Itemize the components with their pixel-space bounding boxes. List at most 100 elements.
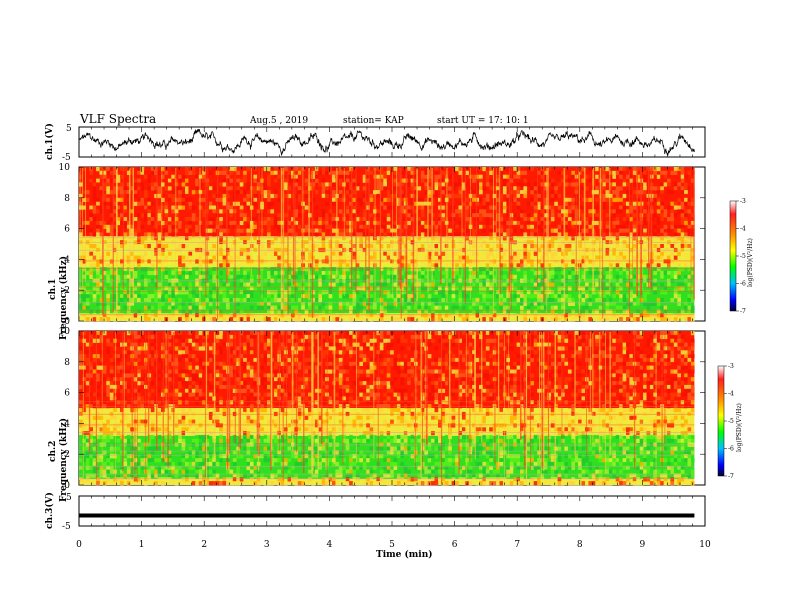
spectrogram-cell (236, 301, 240, 306)
spectrogram-cell (622, 205, 627, 210)
spectrogram-cell (116, 236, 121, 241)
spectrogram-cell (311, 301, 316, 306)
spectrogram-cell (615, 290, 620, 295)
ch1-spectrogram-ylabel-channel: ch.1 (48, 279, 58, 300)
spectrogram-cell (79, 290, 83, 295)
spectrogram-cell (185, 317, 189, 322)
spectrogram-cell (185, 267, 189, 272)
spectrogram-cell (581, 217, 586, 222)
spectrogram-cell (113, 178, 117, 183)
spectrogram-cell (643, 170, 647, 175)
spectrogram-cell (362, 213, 367, 218)
spectrogram-cell (253, 251, 258, 256)
spectrogram-cell (89, 228, 93, 233)
spectrogram-cell (297, 193, 302, 199)
spectrogram-cell (280, 224, 285, 229)
spectrogram-cell (585, 274, 589, 279)
spectrogram-cell (615, 297, 620, 303)
spectrogram-cell (414, 282, 418, 287)
spectrogram-cell (82, 220, 87, 226)
spectrogram-cell (82, 297, 87, 303)
ch2-spectrogram-heatmap (79, 331, 695, 486)
spectrogram-cell (513, 228, 517, 233)
spectrogram-cell (680, 167, 685, 172)
spectrogram-cell (362, 297, 367, 303)
spectrogram-cell (602, 297, 606, 303)
spectrogram-cell (390, 274, 394, 279)
spectrogram-cell (185, 313, 189, 318)
spectrogram-cell (564, 213, 569, 218)
spectrogram-cell (212, 317, 216, 322)
spectrogram-cell (615, 190, 620, 195)
spectrogram-cell (147, 201, 152, 206)
spectrogram-cell (520, 290, 524, 295)
spectrogram-cell (116, 174, 121, 179)
spectrogram-cell (188, 170, 193, 175)
spectrogram-cell (458, 301, 463, 306)
spectrogram-cell (284, 190, 288, 195)
spectrogram-cell (161, 197, 165, 202)
spectrogram-cell (667, 228, 671, 233)
spectrogram-cell (267, 294, 271, 299)
spectrogram-cell (690, 244, 695, 249)
spectrogram-cell (314, 305, 319, 310)
spectrogram-cell (287, 213, 292, 218)
spectrogram-cell (304, 193, 309, 199)
spectrogram-cell (547, 297, 552, 303)
spectrogram-cell (448, 182, 452, 187)
spectrogram-cell (670, 244, 675, 249)
spectrogram-cell (571, 297, 575, 303)
spectrogram-cell (537, 201, 541, 206)
spectrogram-cell (537, 297, 541, 303)
spectrogram-cell (383, 182, 387, 187)
spectrogram-cell (178, 282, 182, 287)
spectrogram-cell (410, 217, 415, 222)
spectrogram-cell (133, 255, 138, 260)
spectrogram-cell (147, 313, 152, 318)
spectrogram-cell (359, 186, 363, 191)
spectrogram-cell (123, 255, 128, 260)
spectrogram-cell (325, 305, 329, 310)
spectrogram-cell (588, 217, 593, 222)
spectrogram-cell (417, 263, 422, 268)
spectrogram-cell (236, 297, 240, 303)
spectrogram-cell (157, 274, 162, 279)
spectrogram-cell (615, 282, 620, 287)
spectrogram-cell (550, 213, 555, 218)
spectrogram-cell (680, 186, 685, 191)
spectrogram-cell (318, 263, 322, 268)
spectrogram-cell (509, 282, 514, 287)
spectrogram-cell (171, 224, 175, 229)
spectrogram-cell (219, 251, 223, 256)
spectrogram-cell (465, 251, 469, 256)
spectrogram-cell (680, 274, 685, 279)
spectrogram-cell (130, 263, 134, 268)
spectrogram-cell (602, 174, 606, 179)
spectrogram-cell (499, 263, 504, 268)
spectrogram-cell (479, 286, 483, 291)
spectrogram-cell (267, 201, 271, 206)
spectrogram-cell (639, 297, 644, 303)
spectrogram-cell (277, 174, 281, 179)
spectrogram-cell (321, 301, 326, 306)
spectrogram-cell (543, 244, 548, 249)
spectrogram-cell (424, 259, 428, 264)
spectrogram-cell (410, 167, 415, 172)
spectrogram-cell (130, 305, 134, 310)
spectrogram-cell (431, 267, 435, 272)
spectrogram-cell (670, 313, 675, 318)
spectrogram-cell (362, 174, 367, 179)
spectrogram-cell (407, 190, 411, 195)
spectrogram-cell (120, 244, 124, 249)
spectrogram-cell (366, 205, 370, 210)
spectrogram-cell (520, 170, 524, 175)
spectrogram-cell (656, 209, 661, 214)
spectrogram-cell (622, 294, 627, 299)
spectrogram-cell (537, 270, 541, 276)
spectrogram-cell (438, 274, 442, 279)
spectrogram-cell (571, 290, 575, 295)
spectrogram-cell (291, 282, 295, 287)
spectrogram-cell (390, 213, 394, 218)
colorbar-tick-label: -3 (740, 198, 746, 205)
spectrogram-cell (465, 197, 469, 202)
